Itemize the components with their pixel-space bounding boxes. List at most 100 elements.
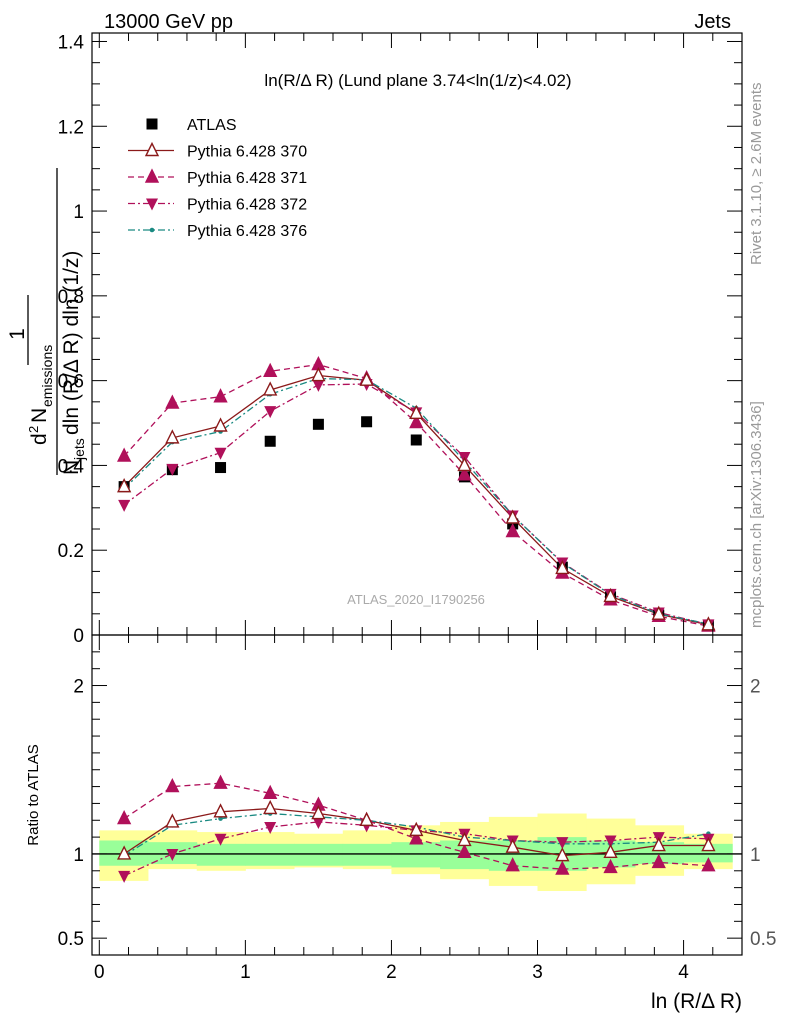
main-ytick-label-5: 1 (73, 202, 84, 223)
ylabel-jets: jets (71, 438, 87, 461)
ratio-marker-s2-p1 (166, 848, 179, 861)
legend-label-2: Pythia 6.428 371 (187, 170, 307, 187)
ratio-marker-s1-p2 (213, 774, 228, 789)
main-marker-s1-p11 (651, 605, 666, 620)
ratio-band-inner-12 (683, 843, 733, 863)
ratio-ytick-label-left-0: 0.5 (58, 929, 84, 950)
main-marker-s2-p8 (505, 522, 520, 538)
main-ytick-label-7: 1.4 (58, 32, 85, 53)
ratio-band-inner-4 (294, 843, 344, 866)
ylabel-emissions: emissions (39, 345, 55, 407)
main-ytick-label-1: 0.2 (58, 541, 84, 562)
ratio-marker-s0-p9 (555, 847, 570, 862)
ratio-marker-s1-p6 (409, 830, 424, 845)
ylabel-d2-sup: 2 (26, 426, 41, 433)
ratio-marker-s1-p0 (117, 810, 132, 825)
ratio-marker-s1-p7 (457, 843, 472, 858)
main-marker-s1-p7 (457, 456, 472, 472)
collision-label: 13000 GeV pp (104, 11, 233, 33)
ratio-marker-s0-p6 (409, 821, 424, 837)
x-axis-label: ln (R/Δ R) (651, 990, 742, 1013)
ratio-band-inner-5 (342, 843, 392, 866)
main-marker-s2-p2 (213, 388, 228, 403)
ratio-xtick-label-0: 0 (94, 962, 105, 983)
main-ytick-label-6: 1.2 (58, 117, 84, 138)
main-marker-s2-p0 (117, 447, 132, 462)
ratio-marker-s1-p10 (603, 858, 618, 874)
ratio-xtick-label-3: 3 (532, 962, 543, 983)
mcplots-label: mcplots.cern.ch [arXiv:1306.3436] (748, 401, 765, 628)
main-marker-s2-p3 (263, 362, 278, 378)
main-marker-s1-p12 (701, 616, 716, 631)
ratio-marker-s2-p3 (264, 822, 277, 834)
main-marker-s3-p4 (312, 379, 325, 392)
ratio-ytick-label-right-0: 0.5 (750, 929, 776, 950)
main-ytick-label-3: 0.6 (58, 372, 84, 393)
ylabel-n: N (28, 408, 51, 423)
legend-label-1: Pythia 6.428 370 (187, 144, 307, 161)
ratio-marker-s2-p2 (214, 833, 227, 846)
ratio-plot-content (92, 774, 742, 891)
ratio-marker-s0-p5 (359, 811, 374, 826)
ratio-frame (91, 634, 743, 956)
main-marker-s1-p3 (263, 381, 278, 396)
ratio-marker-s0-p7 (457, 831, 472, 847)
legend: ATLAS Pythia 6.428 370 Pythia 6.428 371 Pyt… (128, 117, 307, 240)
legend-label-4: Pythia 6.428 376 (187, 223, 307, 240)
main-marker-s3-p2 (214, 447, 227, 460)
ratio-marker-s2-p10 (604, 835, 617, 848)
ylabel-den-rest: dln (R/Δ R) dln (1/z) (60, 251, 83, 435)
main-marker-s0-p6 (410, 434, 422, 446)
legend-marker-2 (144, 168, 160, 183)
legend-marker-3 (146, 198, 158, 211)
main-marker-s2-p7 (457, 466, 472, 481)
ratio-ytick-label-left-2: 2 (73, 677, 84, 698)
ratio-marker-s1-p9 (555, 860, 570, 875)
legend-label-0: ATLAS (187, 117, 237, 134)
analysis-watermark: ATLAS_2020_I1790256 (347, 592, 485, 607)
main-marker-s1-p2 (213, 417, 228, 432)
ylabel-one: 1 (6, 328, 29, 340)
main-ytick-label-0: 0 (73, 626, 84, 647)
ratio-band-inner-6 (391, 842, 441, 868)
ratio-marker-s1-p11 (651, 853, 666, 869)
legend-marker-4 (149, 227, 155, 233)
ratio-marker-s0-p3 (263, 799, 278, 815)
ratio-xtick-label-2: 2 (386, 962, 397, 983)
main-marker-s0-p5 (361, 416, 373, 428)
main-marker-s2-p6 (409, 414, 424, 429)
main-marker-s3-p1 (166, 463, 179, 476)
main-marker-s0-p2 (215, 462, 227, 474)
ratio-marker-s0-p4 (311, 804, 326, 820)
main-marker-s3-p3 (264, 406, 277, 419)
ratio-marker-s0-p8 (505, 838, 520, 853)
main-marker-s0-p3 (264, 435, 276, 447)
main-ytick-label-2: 0.4 (58, 456, 85, 477)
rivet-label: Rivet 3.1.10, ≥ 2.6M events (748, 83, 765, 266)
main-y-axis-label: 1 d 2 N emissions N jets dln (R/Δ R) dln… (6, 168, 87, 475)
ratio-marker-s1-p12 (701, 857, 716, 872)
main-axis-ticks: 0 0.2 0.4 0.6 0.8 1 1.2 1.4 (58, 32, 742, 647)
ratio-marker-s0-p10 (603, 843, 618, 858)
main-marker-s1-p9 (555, 559, 570, 575)
main-marker-s1-p8 (505, 509, 520, 524)
main-ytick-label-4: 0.8 (58, 287, 84, 308)
ratio-band-inner-2 (196, 843, 246, 866)
ratio-marker-s0-p12 (701, 836, 716, 852)
main-marker-s1-p10 (603, 587, 618, 603)
ylabel-den-n: N (60, 460, 83, 475)
ratio-ytick-label-right-1: 1 (750, 845, 761, 866)
ratio-marker-s2-p0 (118, 870, 131, 883)
ratio-xtick-label-1: 1 (240, 962, 251, 983)
ratio-xtick-label-4: 4 (678, 962, 689, 983)
ratio-marker-s2-p4 (312, 816, 325, 829)
main-marker-s0-p4 (312, 418, 324, 430)
ratio-marker-s1-p1 (165, 778, 180, 793)
ratio-marker-s0-p2 (213, 803, 228, 818)
legend-marker-0 (146, 118, 158, 130)
ratio-ytick-label-right-2: 2 (750, 677, 761, 698)
ratio-axis-ticks: 0.5 0.5 1 1 2 2 0 1 2 3 4 (58, 635, 776, 983)
main-marker-s1-p0 (117, 478, 132, 493)
jets-label: Jets (694, 11, 731, 33)
ratio-marker-s0-p11 (651, 836, 666, 852)
